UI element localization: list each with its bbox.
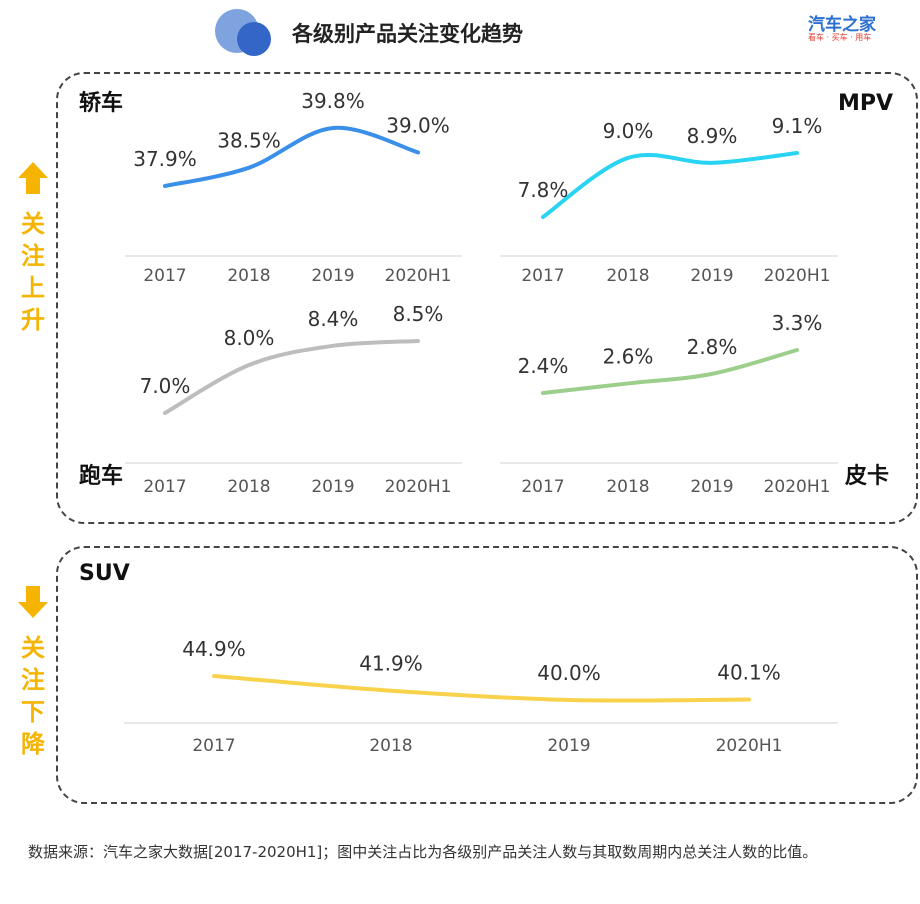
data-label: 2.6% <box>603 344 654 368</box>
chart-0-title: 轿车 <box>79 90 123 116</box>
data-label: 2.8% <box>687 335 738 359</box>
chart-2-series-line <box>163 339 420 415</box>
rising-group-label: 关 注 上 升 <box>18 208 48 336</box>
chart-4-series-line <box>212 674 751 703</box>
down-arrow-icon <box>18 586 48 618</box>
brand-logo: 汽车之家 <box>808 15 876 35</box>
title-circle-small <box>237 22 271 56</box>
chart-3-title: 皮卡 <box>845 463 889 489</box>
rising-label-char: 升 <box>21 306 45 334</box>
rising-label-char: 注 <box>21 242 45 270</box>
data-label: 38.5% <box>217 129 281 153</box>
title-circles-decoration <box>215 9 271 56</box>
tick-label: 2018 <box>227 477 270 497</box>
data-label: 7.0% <box>140 374 191 398</box>
data-label: 8.0% <box>224 326 275 350</box>
tick-label: 2020H1 <box>385 266 452 286</box>
data-label: 3.3% <box>772 311 823 335</box>
chart-2-title: 跑车 <box>79 463 123 489</box>
tick-label: 2019 <box>690 266 733 286</box>
tick-label: 2018 <box>606 266 649 286</box>
data-label: 40.1% <box>717 661 781 685</box>
tick-label: 2018 <box>606 477 649 497</box>
data-label: 8.4% <box>308 307 359 331</box>
data-label: 40.0% <box>537 661 601 685</box>
tick-label: 2017 <box>143 266 186 286</box>
tick-label: 2017 <box>192 736 235 756</box>
data-label: 2.4% <box>518 354 569 378</box>
chart-3-series-line <box>541 348 799 395</box>
page-title: 各级别产品关注变化趋势 <box>292 22 523 46</box>
falling-label-char: 注 <box>21 666 45 694</box>
falling-label-char: 降 <box>21 730 45 758</box>
falling-group-label: 关 注 下 降 <box>18 632 48 760</box>
tick-label: 2020H1 <box>764 266 831 286</box>
data-label: 39.8% <box>301 89 365 113</box>
rising-label-char: 上 <box>21 274 45 302</box>
falling-group-box <box>56 546 918 804</box>
tick-label: 2017 <box>521 477 564 497</box>
chart-1-series-line <box>541 151 799 219</box>
data-label: 9.1% <box>772 114 823 138</box>
data-label: 7.8% <box>518 178 569 202</box>
tick-label: 2018 <box>369 736 412 756</box>
falling-label-char: 下 <box>21 698 45 726</box>
data-label: 39.0% <box>386 113 450 137</box>
data-label: 41.9% <box>359 652 423 676</box>
rising-label-char: 关 <box>21 210 45 238</box>
data-label: 8.5% <box>393 302 444 326</box>
chart-0-series-line <box>163 125 420 188</box>
data-label: 8.9% <box>687 124 738 148</box>
data-label: 44.9% <box>182 637 246 661</box>
data-label: 37.9% <box>133 147 197 171</box>
tick-label: 2020H1 <box>716 736 783 756</box>
source-footnote: 数据来源：汽车之家大数据[2017-2020H1]；图中关注占比为各级别产品关注… <box>28 843 818 861</box>
up-arrow-icon <box>18 162 48 194</box>
chart-1-title: MPV <box>838 91 893 116</box>
tick-label: 2017 <box>521 266 564 286</box>
data-label: 9.0% <box>603 119 654 143</box>
chart-4-title: SUV <box>79 561 130 586</box>
tick-label: 2019 <box>690 477 733 497</box>
tick-label: 2017 <box>143 477 186 497</box>
tick-label: 2019 <box>547 736 590 756</box>
falling-label-char: 关 <box>21 634 45 662</box>
tick-label: 2020H1 <box>764 477 831 497</box>
tick-label: 2019 <box>311 477 354 497</box>
tick-label: 2020H1 <box>385 477 452 497</box>
rising-group-box <box>56 72 918 524</box>
tick-label: 2018 <box>227 266 270 286</box>
brand-logo-tagline: 看车 · 买车 · 用车 <box>808 33 872 42</box>
tick-label: 2019 <box>311 266 354 286</box>
